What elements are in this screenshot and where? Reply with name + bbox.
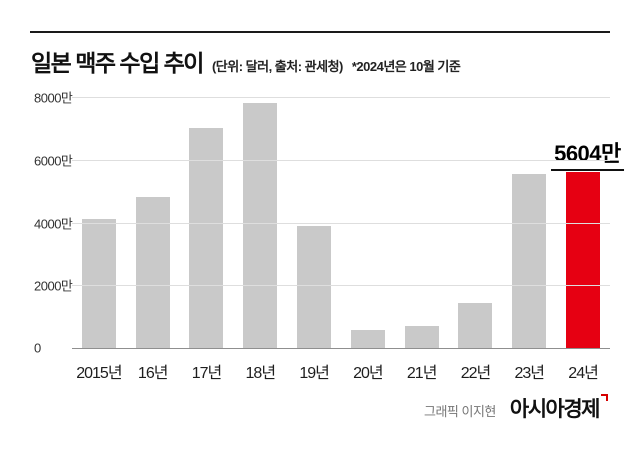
highlight-value-label: 5604만 bbox=[551, 136, 624, 172]
bar bbox=[189, 128, 224, 348]
y-tick-label: 2000만 bbox=[34, 278, 73, 294]
x-axis-labels: 2015년 16년 17년 18년 19년 20년 21년 22년 23년 24년 bbox=[72, 349, 610, 383]
graphic-credit: 그래픽 이지현 bbox=[424, 404, 496, 419]
bar bbox=[458, 302, 493, 348]
y-tick-label: 4000만 bbox=[34, 216, 73, 231]
bar bbox=[512, 173, 547, 348]
bar-column bbox=[72, 97, 126, 348]
bar-column bbox=[395, 97, 449, 348]
chart-note: *2024년은 10월 기준 bbox=[351, 59, 461, 74]
gridline bbox=[72, 285, 610, 287]
x-tick-label: 17년 bbox=[191, 365, 223, 382]
brand-text: 아시아경제 bbox=[509, 398, 601, 421]
footer: 그래픽 이지현 아시아경제 bbox=[424, 393, 608, 423]
x-axis-line bbox=[72, 348, 610, 349]
gridline bbox=[72, 97, 610, 98]
bar bbox=[243, 103, 278, 348]
chart-subtitle: (단위: 달러, 출처: 관세청) bbox=[211, 59, 343, 74]
bar bbox=[297, 225, 332, 348]
bar-column bbox=[449, 97, 503, 348]
gridline bbox=[72, 159, 610, 161]
x-tick-label: 18년 bbox=[245, 365, 277, 382]
bar-column bbox=[341, 97, 395, 348]
x-tick-label: 22년 bbox=[460, 365, 492, 382]
gridline bbox=[72, 222, 610, 224]
top-divider bbox=[30, 31, 610, 33]
x-tick-label: 21년 bbox=[406, 365, 438, 382]
x-tick-label: 2015년 bbox=[76, 365, 122, 382]
x-tick-label: 19년 bbox=[299, 365, 330, 382]
y-tick-label: 0 bbox=[34, 340, 41, 356]
chart-header: 일본 맥주 수입 추이 (단위: 달러, 출처: 관세청) *2024년은 10… bbox=[31, 44, 610, 78]
x-tick-label: 24년 bbox=[568, 365, 599, 382]
bar-column: 5604만 bbox=[551, 97, 624, 348]
y-tick-label: 8000만 bbox=[34, 90, 73, 106]
chart-title: 일본 맥주 수입 추이 bbox=[31, 50, 204, 76]
y-tick-label: 6000만 bbox=[34, 153, 73, 169]
bar-column bbox=[180, 97, 234, 348]
x-tick-label: 20년 bbox=[353, 365, 384, 382]
brand-mark-icon bbox=[601, 394, 608, 401]
bar-column bbox=[233, 97, 287, 348]
x-tick-label: 23년 bbox=[514, 365, 546, 382]
brand-logo: 아시아경제 bbox=[510, 393, 608, 423]
bar bbox=[81, 219, 116, 348]
bar bbox=[350, 330, 385, 348]
bar bbox=[135, 197, 170, 348]
bar-column bbox=[502, 97, 556, 348]
bar-highlighted: 5604만 bbox=[551, 141, 624, 348]
bar-column bbox=[287, 97, 341, 348]
bar bbox=[404, 326, 439, 348]
x-tick-label: 16년 bbox=[137, 365, 169, 382]
bar-chart-plot-area: 5604만 0 2000만 4000만 6000만 8000만 bbox=[34, 91, 624, 356]
